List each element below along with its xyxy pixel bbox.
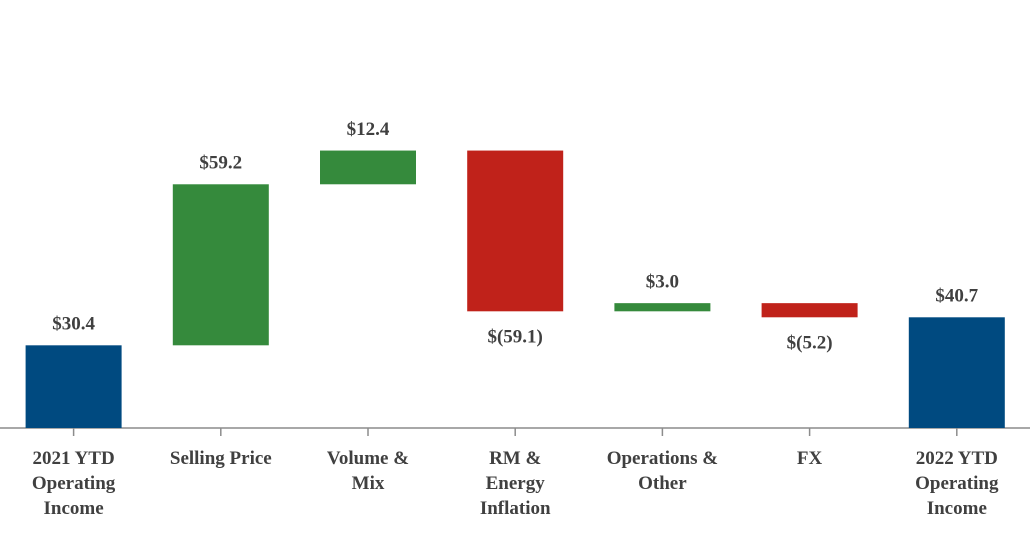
bar — [25, 345, 122, 428]
bar — [761, 303, 858, 318]
value-label: $30.4 — [52, 314, 95, 335]
value-label: $(59.1) — [487, 327, 542, 348]
value-label: $12.4 — [347, 119, 390, 140]
x-tick-label: FX — [796, 448, 823, 469]
x-tick-label: Volume & Mix — [326, 448, 410, 494]
value-label: $(5.2) — [787, 333, 833, 354]
x-tick-label: 2021 YTD Operating Income — [31, 448, 116, 519]
bar — [172, 184, 269, 346]
bar — [320, 150, 416, 185]
x-tick-label: 2022 YTD Operating Income — [915, 448, 999, 519]
x-tick-label: RM & Energy Inflation — [479, 448, 551, 519]
bar — [908, 317, 1005, 428]
x-tick-label: Operations & Other — [606, 448, 719, 494]
bar — [614, 303, 711, 312]
bar — [467, 150, 564, 312]
value-label: $3.0 — [646, 272, 679, 293]
value-label: $40.7 — [935, 286, 978, 307]
value-label: $59.2 — [199, 153, 242, 174]
x-tick-label: Selling Price — [169, 448, 272, 469]
